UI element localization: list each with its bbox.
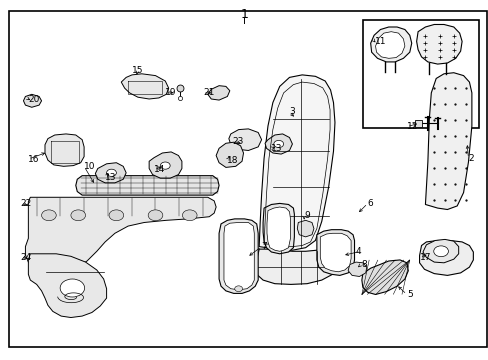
Text: 7: 7 [261, 242, 267, 251]
Bar [362, 20, 478, 128]
Circle shape [60, 279, 84, 297]
Polygon shape [297, 220, 313, 237]
Polygon shape [264, 134, 292, 154]
Bar [414, 120, 421, 127]
Polygon shape [416, 24, 461, 64]
Polygon shape [28, 254, 106, 318]
Polygon shape [347, 262, 366, 276]
Text: 24: 24 [20, 253, 32, 262]
Circle shape [234, 286, 242, 292]
Polygon shape [95, 163, 126, 183]
Circle shape [41, 210, 56, 221]
Polygon shape [263, 203, 294, 254]
Text: 13: 13 [105, 173, 117, 181]
Text: 20: 20 [28, 94, 40, 104]
Polygon shape [121, 74, 168, 99]
Polygon shape [259, 75, 334, 250]
Text: 10: 10 [84, 162, 96, 171]
Polygon shape [76, 176, 219, 195]
Polygon shape [419, 240, 472, 275]
Text: 3: 3 [289, 107, 295, 116]
Text: 14: 14 [154, 165, 165, 174]
Polygon shape [149, 152, 182, 178]
Polygon shape [370, 27, 411, 62]
Text: 6: 6 [367, 199, 373, 208]
Text: 23: 23 [232, 136, 243, 145]
Polygon shape [255, 249, 336, 284]
Polygon shape [207, 86, 229, 100]
Polygon shape [266, 207, 290, 251]
Polygon shape [216, 142, 243, 167]
Text: 12: 12 [406, 122, 417, 131]
Polygon shape [224, 222, 254, 290]
Circle shape [109, 210, 123, 221]
Text: 5: 5 [406, 290, 412, 299]
Polygon shape [45, 134, 84, 166]
Text: 9: 9 [304, 211, 309, 220]
Text: 21: 21 [203, 88, 214, 97]
Text: 15: 15 [132, 66, 143, 75]
Circle shape [182, 210, 197, 221]
Circle shape [273, 140, 283, 148]
Circle shape [433, 246, 447, 257]
Text: 4: 4 [354, 247, 360, 256]
Text: 8: 8 [360, 260, 366, 269]
Text: 22: 22 [20, 199, 32, 208]
Circle shape [160, 162, 170, 169]
Text: 11: 11 [374, 37, 386, 46]
Text: 1: 1 [240, 8, 248, 21]
Circle shape [106, 169, 116, 176]
Circle shape [71, 210, 85, 221]
Polygon shape [25, 197, 216, 273]
Circle shape [148, 210, 163, 221]
Polygon shape [219, 219, 258, 293]
Text: 16: 16 [28, 155, 40, 163]
Polygon shape [320, 233, 350, 272]
Polygon shape [228, 129, 261, 150]
Polygon shape [316, 230, 354, 275]
Text: 19: 19 [165, 88, 177, 97]
Text: 13: 13 [271, 144, 283, 153]
Polygon shape [422, 239, 458, 263]
Polygon shape [425, 73, 471, 210]
Text: 2: 2 [468, 154, 473, 163]
Polygon shape [375, 32, 404, 58]
Text: 17: 17 [419, 253, 430, 262]
Polygon shape [23, 94, 41, 107]
Text: 18: 18 [227, 156, 239, 165]
Polygon shape [361, 260, 407, 294]
